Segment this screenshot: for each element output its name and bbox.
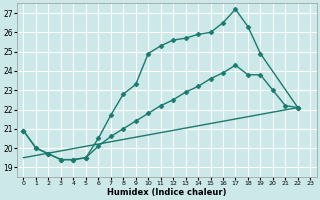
X-axis label: Humidex (Indice chaleur): Humidex (Indice chaleur) — [107, 188, 227, 197]
